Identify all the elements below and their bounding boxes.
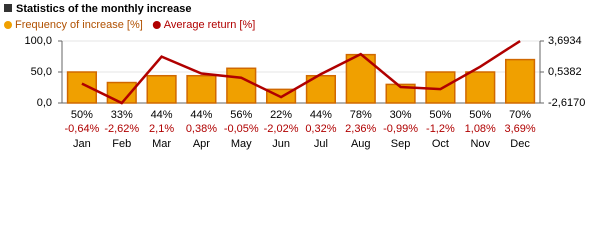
value-label: -2,02%	[264, 123, 299, 135]
chart: Statistics of the monthly increase Frequ…	[4, 3, 585, 150]
title-marker	[4, 4, 12, 12]
value-label: 0,38%	[186, 123, 217, 135]
value-label: 50%	[71, 109, 93, 121]
value-label: 2,36%	[345, 123, 376, 135]
value-label: 3,69%	[504, 123, 535, 135]
value-label: -1,2%	[426, 123, 455, 135]
y2-tick-label: -2,6170	[548, 97, 585, 109]
chart-title: Statistics of the monthly increase	[16, 3, 191, 15]
x-tick-label: Jun	[272, 138, 290, 150]
y-tick-label: 100,0	[24, 35, 52, 47]
x-tick-label: Oct	[432, 138, 449, 150]
bar	[186, 74, 217, 104]
legend-marker	[152, 21, 161, 29]
value-label: 1,08%	[465, 123, 496, 135]
value-label: 44%	[190, 109, 212, 121]
value-label: -0,64%	[64, 123, 99, 135]
value-label: 44%	[310, 109, 332, 121]
value-label: -0,99%	[383, 123, 418, 135]
value-label: 50%	[429, 109, 451, 121]
x-tick-label: Apr	[193, 138, 210, 150]
x-tick-label: Aug	[351, 138, 371, 150]
value-label: 0,32%	[305, 123, 336, 135]
x-tick-label: Nov	[470, 138, 490, 150]
x-tick-label: Mar	[152, 138, 171, 150]
y-tick-label: 50,0	[31, 66, 52, 78]
value-label: -2,62%	[104, 123, 139, 135]
value-label: -0,05%	[224, 123, 259, 135]
x-tick-label: Jul	[314, 138, 328, 150]
bar	[465, 71, 496, 104]
y2-tick-label: 0,5382	[548, 66, 582, 78]
value-label: 33%	[111, 109, 133, 121]
bar	[226, 67, 257, 104]
legend-label: Frequency of increase [%]	[15, 19, 143, 31]
value-label: 70%	[509, 109, 531, 121]
bar	[146, 74, 177, 104]
x-tick-label: Jan	[73, 138, 91, 150]
value-label: 78%	[350, 109, 372, 121]
line	[81, 39, 521, 105]
value-label: 22%	[270, 109, 292, 121]
legend-marker	[4, 21, 12, 29]
value-label: 50%	[469, 109, 491, 121]
value-label: 44%	[151, 109, 173, 121]
legend-label: Average return [%]	[164, 19, 256, 31]
value-label: 56%	[230, 109, 252, 121]
x-tick-label: Feb	[112, 138, 131, 150]
x-tick-label: Sep	[391, 138, 411, 150]
value-label: 30%	[390, 109, 412, 121]
bar	[385, 83, 416, 104]
x-tick-label: Dec	[510, 138, 530, 150]
y-tick-label: 0,0	[37, 97, 52, 109]
value-label: 2,1%	[149, 123, 174, 135]
y2-tick-label: 3,6934	[548, 35, 582, 47]
x-tick-label: May	[231, 138, 252, 150]
bar	[504, 58, 536, 104]
bar	[305, 74, 337, 104]
